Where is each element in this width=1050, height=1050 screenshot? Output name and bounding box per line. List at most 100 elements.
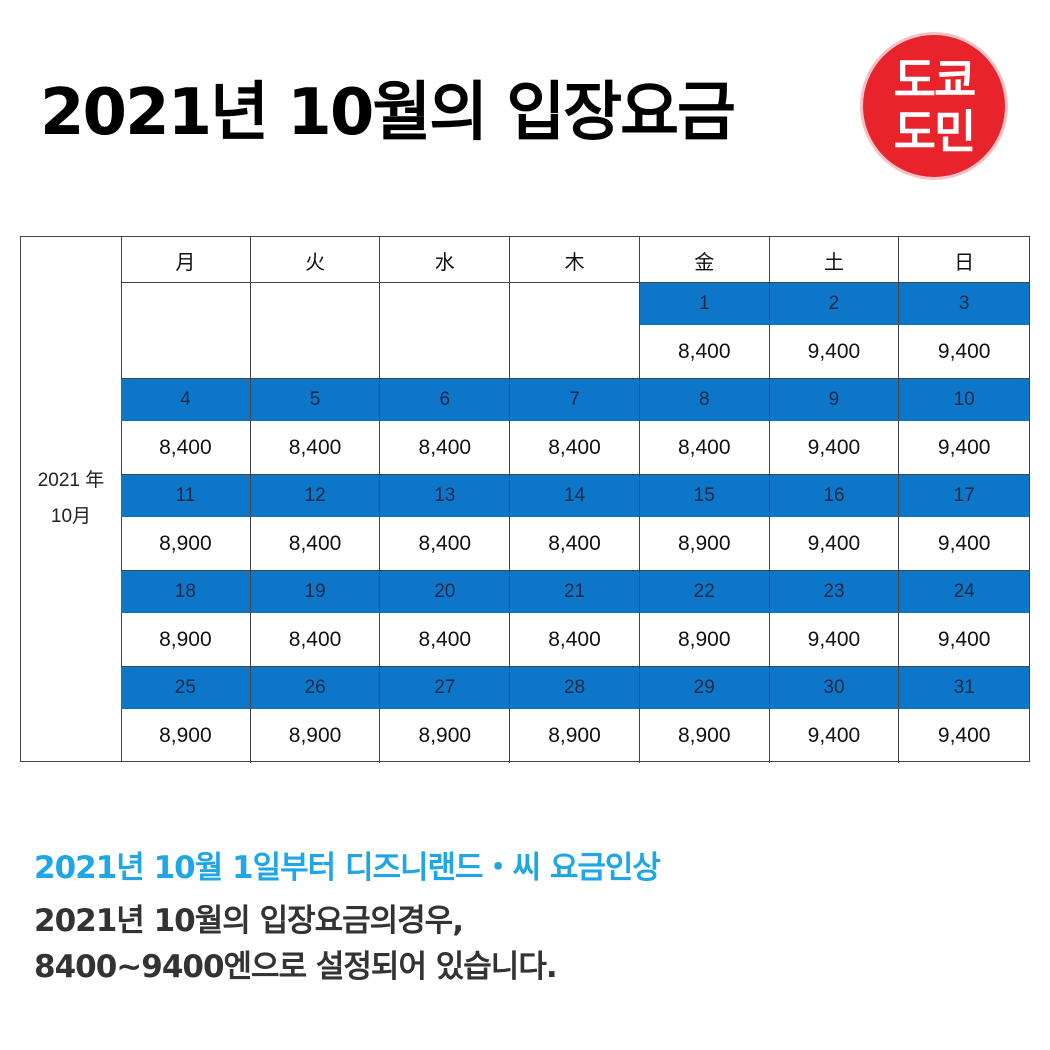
price-cell: 8,900 [640,613,770,667]
grid-divider [121,666,1029,667]
date-cell: 7 [510,379,640,421]
weekday-header: 土 [770,237,900,283]
date-cell: 11 [121,475,251,517]
price-cell: 9,400 [937,628,991,651]
calendar-month: 10月 [50,506,92,527]
date-cell: 20 [380,571,511,613]
price-cell: 8,400 [251,517,381,571]
date-cell: 12 [250,475,381,517]
date-row: 18 19 20 21 22 23 24 [121,571,1030,613]
price-cell: 9,400 [770,709,900,763]
weekday-header: 日 [954,251,975,274]
date-cell: 31 [899,667,1030,709]
price-cell [121,325,251,379]
grid-divider [121,474,1029,475]
headline: 2021년 10월 1일부터 디즈니랜드・씨 요금인상 [34,850,661,886]
date-cell [121,283,251,325]
price-cell: 9,400 [770,325,900,379]
date-cell: 15 [639,475,770,517]
price-cell: 8,400 [510,421,640,475]
date-cell: 1 [639,283,770,325]
description-line-2: 8400~9400엔으로 설정되어 있습니다. [34,949,558,985]
price-row: 8,900 8,400 8,400 8,400 8,900 9,400 9,400 [121,613,1029,667]
date-cell: 19 [250,571,381,613]
date-cell: 25 [121,667,251,709]
price-cell: 8,400 [640,421,770,475]
price-cell: 8,900 [380,709,511,763]
price-cell: 8,400 [380,421,511,475]
date-cell: 6 [380,379,511,421]
price-cell [380,325,511,379]
date-cell: 26 [250,667,381,709]
price-row: 8,400 8,400 8,400 8,400 8,400 9,400 9,400 [121,421,1029,475]
date-cell: 8 [639,379,770,421]
date-cell: 3 [899,283,1030,325]
date-cell: 24 [899,571,1030,613]
price-cell: 8,900 [251,709,381,763]
date-cell: 14 [510,475,640,517]
date-cell: 10 [899,379,1030,421]
price-cell: 8,400 [251,421,381,475]
price-cell: 8,400 [121,421,251,475]
price-row: 8,900 8,900 8,900 8,900 8,900 9,400 9,400 [121,709,1029,763]
price-cell: 8,900 [640,709,770,763]
price-cell: 8,900 [121,517,251,571]
weekday-header: 月 [121,237,251,283]
price-row: 8,900 8,400 8,400 8,400 8,900 9,400 9,400 [121,517,1029,571]
date-cell: 22 [639,571,770,613]
price-cell: 8,400 [510,613,640,667]
date-cell [251,283,381,325]
price-cell: 9,400 [937,532,991,555]
price-cell: 9,400 [937,436,991,459]
description: 2021년 10월의 입장요금의경우, 8400~9400엔으로 설정되어 있습… [34,898,558,990]
date-cell: 2 [769,283,900,325]
description-line-1: 2021년 10월의 입장요금의경우, [34,903,464,939]
logo-line-2: 도민 [893,105,977,159]
date-row: 25 26 27 28 29 30 31 [121,667,1030,709]
price-cell: 8,400 [640,325,770,379]
date-cell: 17 [899,475,1030,517]
date-cell: 28 [510,667,640,709]
price-cell: 8,400 [510,517,640,571]
date-cell [510,283,640,325]
price-row: 8,400 9,400 9,400 [121,325,1029,379]
price-cell: 8,900 [121,613,251,667]
calendar-month-label: 2021 年 10月 [21,237,122,761]
price-cell: 8,900 [510,709,640,763]
date-cell: 30 [769,667,900,709]
price-cell [251,325,381,379]
price-cell: 8,400 [251,613,381,667]
date-cell: 5 [250,379,381,421]
date-cell: 29 [639,667,770,709]
logo-line-1: 도쿄 [893,53,977,107]
date-row: 11 12 13 14 15 16 17 [121,475,1030,517]
price-cell: 9,400 [770,421,900,475]
date-cell: 23 [769,571,900,613]
date-cell [380,283,511,325]
calendar-grid: 月火水木金土日 1 2 3 8,400 9,400 9,400 4 5 6 7 8 9 10 8,400 8,… [121,237,1030,763]
price-cell: 9,400 [770,613,900,667]
date-cell: 27 [380,667,511,709]
date-cell: 21 [510,571,640,613]
grid-divider [121,282,1029,283]
weekday-header: 金 [640,237,770,283]
price-cell: 8,900 [640,517,770,571]
grid-divider [121,378,1029,379]
calendar-year: 2021 年 [37,470,105,491]
price-cell: 9,400 [937,340,991,363]
price-cell [510,325,640,379]
date-cell: 16 [769,475,900,517]
weekday-header: 木 [510,237,640,283]
date-cell: 4 [121,379,251,421]
price-cell: 9,400 [770,517,900,571]
price-calendar: 2021 年 10月 月火水木金土日 1 2 3 8,400 9,400 9,400 4 5 6 7… [20,236,1030,763]
page-title: 2021년 10월의 입장요금 [40,76,736,150]
price-cell: 9,400 [937,724,991,747]
weekday-header: 火 [251,237,381,283]
price-cell: 8,400 [380,613,511,667]
weekday-header: 水 [380,237,511,283]
date-cell: 9 [769,379,900,421]
grid-divider [121,570,1029,571]
price-cell: 8,900 [121,709,251,763]
